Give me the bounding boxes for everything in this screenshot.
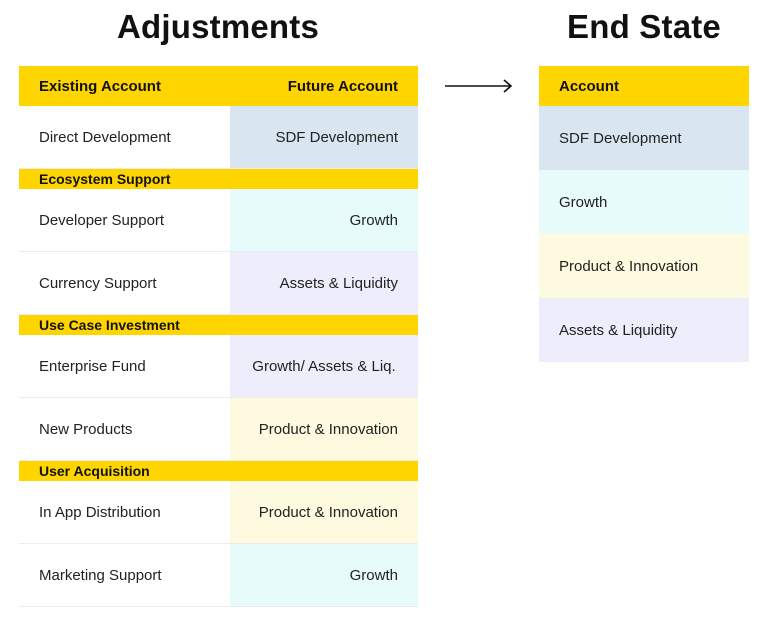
adjustments-table: Existing Account Future Account Direct D… <box>19 66 418 607</box>
existing-account-cell: Enterprise Fund <box>19 335 230 397</box>
adjustments-title: Adjustments <box>116 8 320 45</box>
end-state-item: SDF Development <box>539 106 749 170</box>
table-row: Marketing Support Growth <box>19 544 418 607</box>
existing-account-cell: Marketing Support <box>19 544 230 606</box>
right-arrow-icon <box>445 79 513 93</box>
existing-account-cell: Currency Support <box>19 252 230 314</box>
future-account-header: Future Account <box>287 77 398 95</box>
existing-account-cell: New Products <box>19 398 230 460</box>
future-account-cell: Assets & Liquidity <box>230 252 418 314</box>
end-state-table: Account SDF Development Growth Product &… <box>539 66 749 362</box>
adjustments-header: Existing Account Future Account <box>19 66 418 106</box>
end-state-item: Product & Innovation <box>539 234 749 298</box>
account-header: Account <box>539 66 749 106</box>
section-user-acquisition: User Acquisition <box>19 461 418 481</box>
existing-account-cell: Direct Development <box>19 106 230 168</box>
end-state-item: Growth <box>539 170 749 234</box>
end-state-title: End State <box>567 8 721 45</box>
future-account-cell: SDF Development <box>230 106 418 168</box>
table-row: Enterprise Fund Growth/ Assets & Liq. <box>19 335 418 398</box>
future-account-cell: Product & Innovation <box>230 398 418 460</box>
future-account-cell: Growth <box>230 544 418 606</box>
table-row: Currency Support Assets & Liquidity <box>19 252 418 315</box>
table-row: Developer Support Growth <box>19 189 418 252</box>
existing-account-header: Existing Account <box>39 77 161 95</box>
section-ecosystem-support: Ecosystem Support <box>19 169 418 189</box>
future-account-cell: Growth <box>230 189 418 251</box>
future-account-cell: Product & Innovation <box>230 481 418 543</box>
table-row: Direct Development SDF Development <box>19 106 418 169</box>
end-state-item: Assets & Liquidity <box>539 298 749 362</box>
section-use-case-investment: Use Case Investment <box>19 315 418 335</box>
existing-account-cell: In App Distribution <box>19 481 230 543</box>
existing-account-cell: Developer Support <box>19 189 230 251</box>
table-row: In App Distribution Product & Innovation <box>19 481 418 544</box>
future-account-cell: Growth/ Assets & Liq. <box>230 335 418 397</box>
table-row: New Products Product & Innovation <box>19 398 418 461</box>
account-header-label: Account <box>559 77 619 95</box>
